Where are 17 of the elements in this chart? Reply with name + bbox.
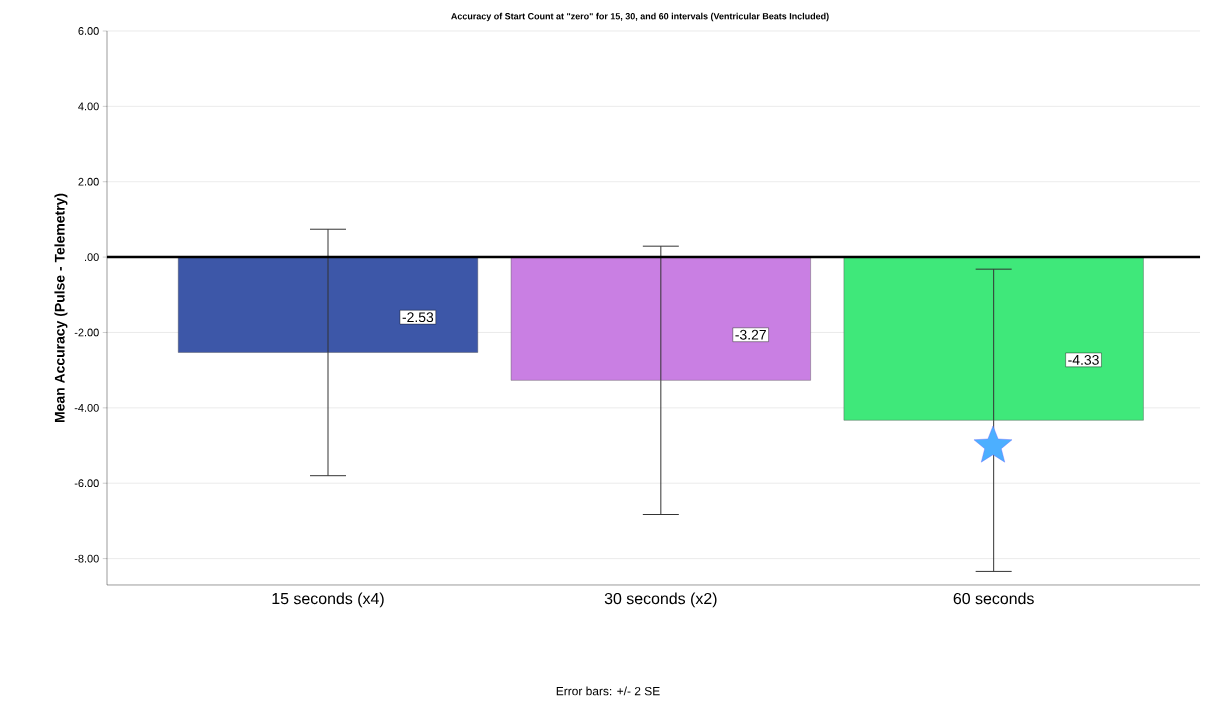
y-axis-title: Mean Accuracy (Pulse - Telemetry) (54, 193, 68, 423)
data-label: -4.33 (1068, 354, 1099, 365)
y-tick-label: 2.00 (78, 177, 99, 186)
text: Error bars: +/- 2 SE (556, 686, 660, 696)
y-tick-label: -8.00 (74, 554, 99, 563)
data-label: -2.53 (402, 312, 434, 323)
y-tick-label: 4.00 (78, 102, 99, 111)
x-tick-label: 15 seconds (x4) (272, 592, 384, 608)
y-tick-label: 6.00 (78, 27, 99, 35)
y-tick-label: -4.00 (74, 403, 99, 412)
y-tick-label: .00 (85, 253, 99, 261)
data-label: -3.27 (735, 329, 766, 340)
x-tick-label: 60 seconds (953, 592, 1034, 605)
y-tick-label: -6.00 (74, 479, 99, 488)
chart-title: Accuracy of Start Count at "zero" for 15, 30, and 60 intervals (Ventricular Beats Included) (451, 12, 829, 22)
x-tick-label: 30 seconds (x2) (604, 592, 717, 608)
y-tick-label: -2.00 (74, 328, 99, 337)
